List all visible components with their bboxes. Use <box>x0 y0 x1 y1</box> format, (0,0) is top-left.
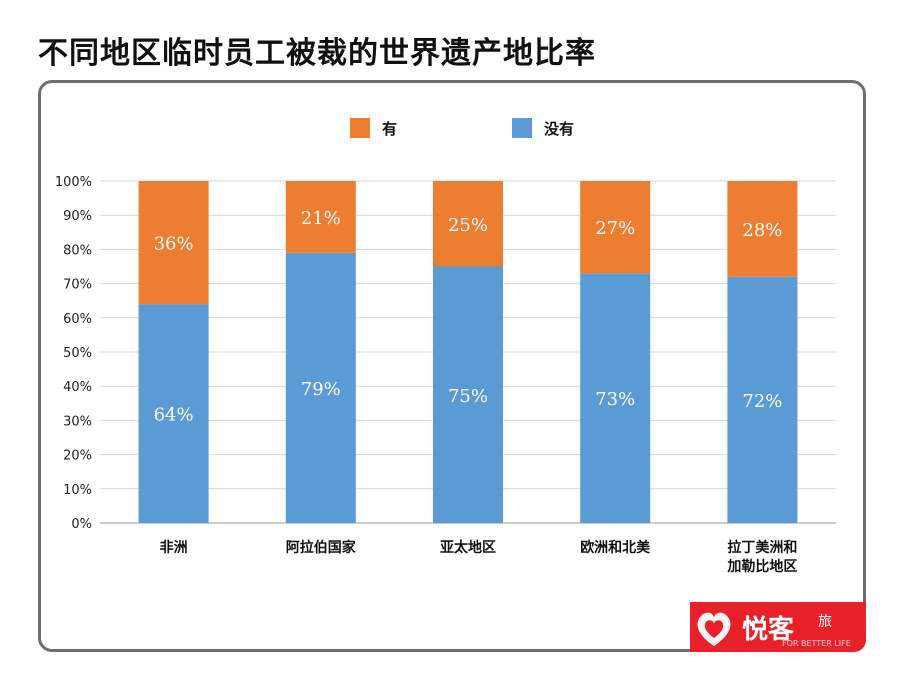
x-category-label: 欧洲和北美 <box>580 539 651 556</box>
x-category-label: 拉丁美洲和 <box>727 539 797 556</box>
bar-segment-yes <box>727 181 798 277</box>
brand-logo: 悦客 旅 FOR BETTER LIFE <box>690 602 866 652</box>
legend-swatch <box>350 118 370 138</box>
bar-segment-no <box>285 252 356 523</box>
data-label: 72% <box>742 391 782 412</box>
y-tick-label: 40% <box>63 380 92 395</box>
data-label: 21% <box>301 208 341 229</box>
logo-tagline: FOR BETTER LIFE <box>782 639 851 648</box>
bar-segment-no <box>433 266 503 523</box>
bar-segment-no <box>580 273 651 523</box>
y-tick-label: 50% <box>63 346 92 361</box>
data-label: 75% <box>448 386 488 407</box>
legend-label: 没有 <box>544 120 574 138</box>
y-tick-label: 60% <box>63 312 92 327</box>
data-label: 64% <box>154 405 194 426</box>
y-tick-label: 0% <box>71 517 92 532</box>
logo-small-text: 旅 <box>818 614 832 630</box>
y-tick-label: 30% <box>63 414 92 429</box>
data-label: 28% <box>742 220 782 241</box>
x-category-label: 亚太地区 <box>440 539 496 556</box>
legend-swatch <box>512 118 532 138</box>
legend-label: 有 <box>382 120 397 138</box>
data-label: 79% <box>301 379 341 400</box>
y-tick-label: 100% <box>55 175 92 190</box>
data-label: 36% <box>154 234 194 255</box>
y-tick-label: 80% <box>63 243 92 258</box>
bar-segment-yes <box>433 181 503 267</box>
y-tick-label: 10% <box>63 483 92 498</box>
bar-segment-yes <box>138 181 209 305</box>
y-tick-label: 20% <box>63 449 92 464</box>
logo-wordmark: 悦客 <box>742 614 795 645</box>
bar-segment-yes <box>580 181 651 274</box>
page-title: 不同地区临时员工被裁的世界遗产地比率 <box>38 36 596 71</box>
x-category-label: 非洲 <box>160 539 188 556</box>
x-category-label: 加勒比地区 <box>726 558 797 575</box>
bar-segment-no <box>727 276 798 523</box>
bar-segment-yes <box>285 181 356 253</box>
y-tick-label: 70% <box>63 278 92 293</box>
data-label: 25% <box>448 215 488 236</box>
data-label: 27% <box>595 218 635 239</box>
x-category-label: 阿拉伯国家 <box>286 539 357 556</box>
bar-segment-no <box>138 304 209 523</box>
y-tick-label: 90% <box>63 209 92 224</box>
data-label: 73% <box>595 389 635 410</box>
